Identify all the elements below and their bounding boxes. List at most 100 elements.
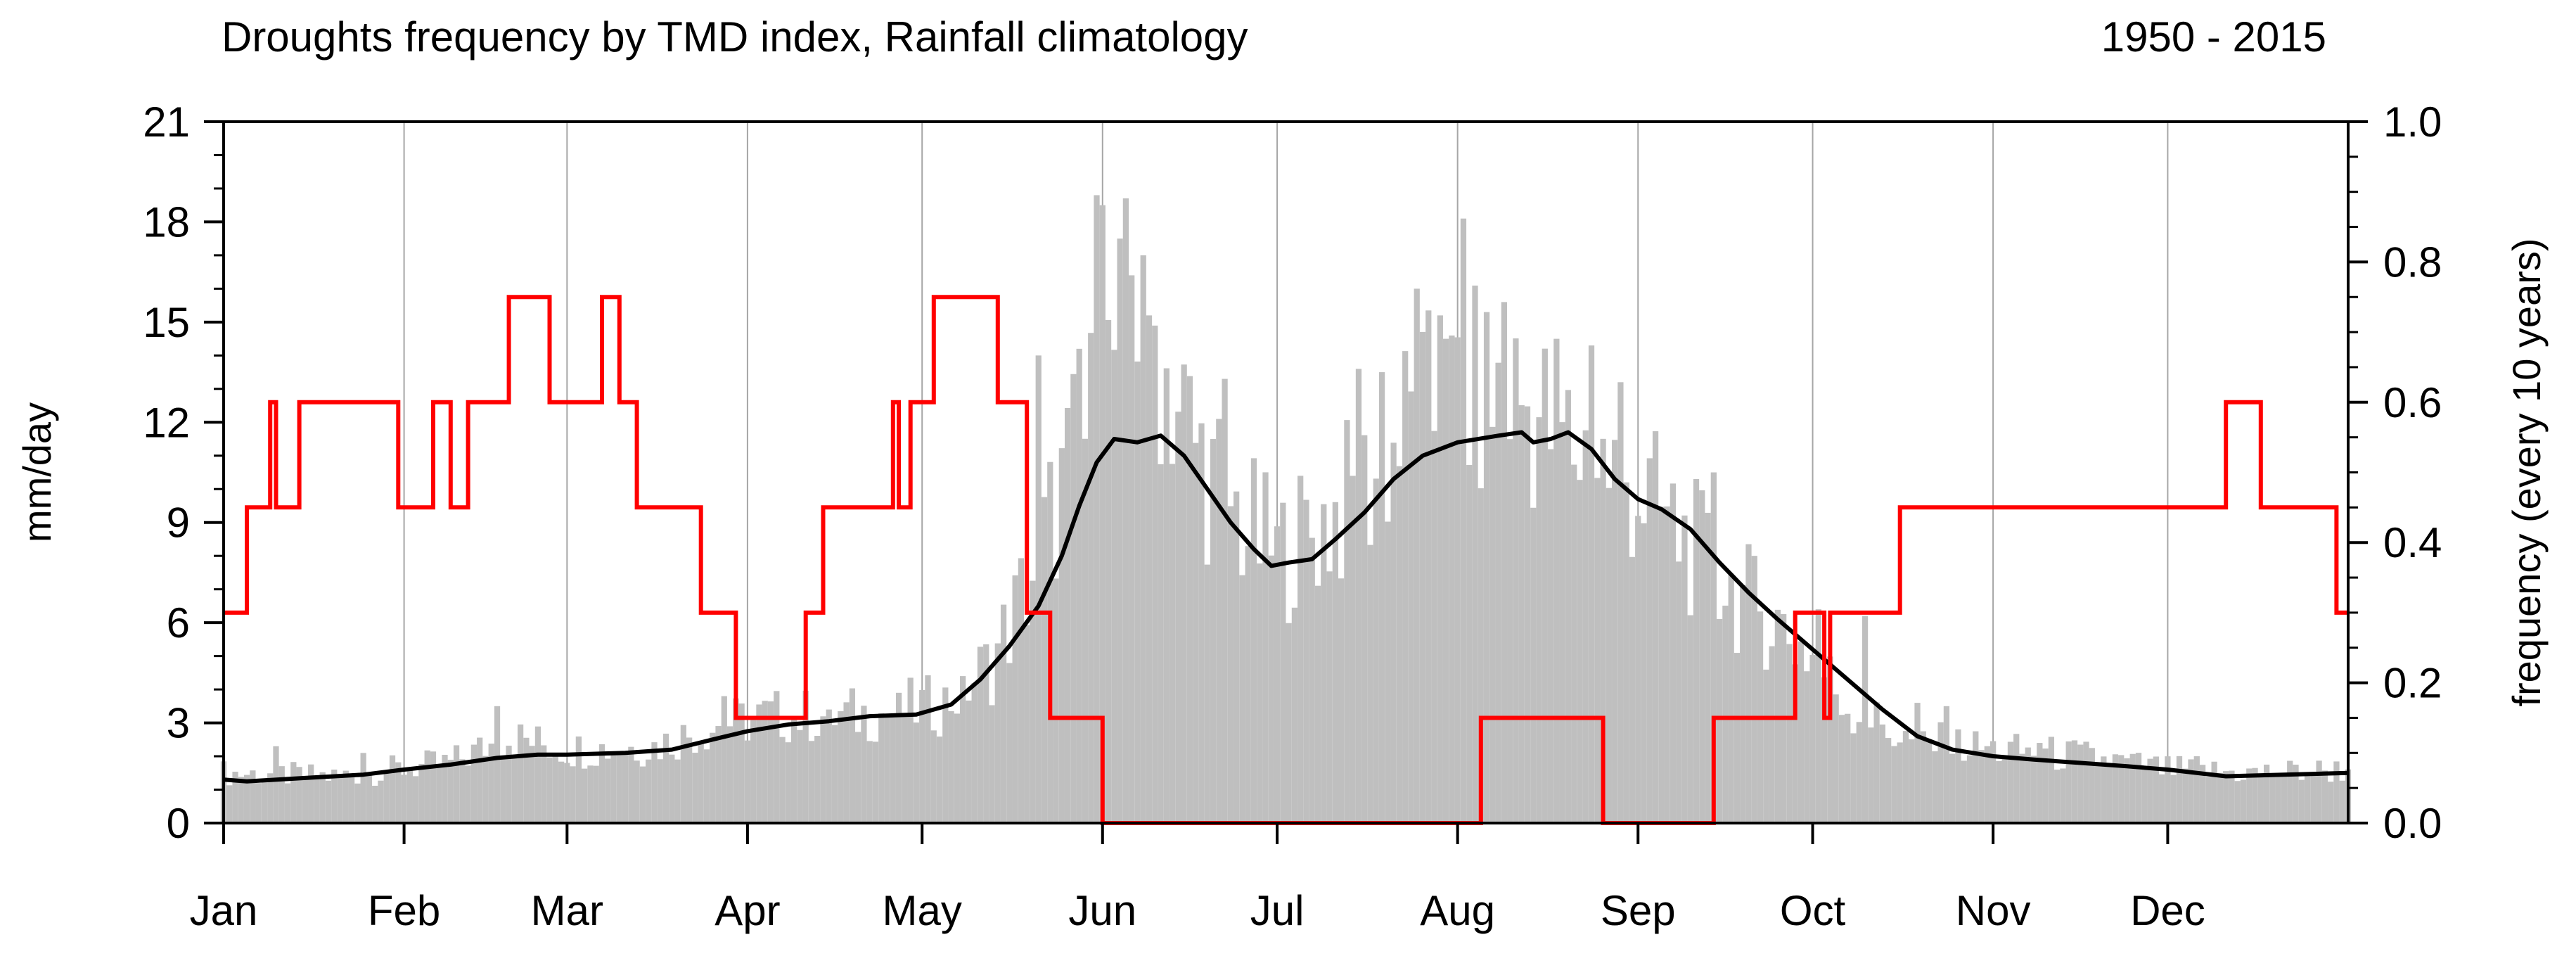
rainfall-bar — [1932, 751, 1938, 823]
rainfall-bar — [1559, 422, 1565, 823]
rainfall-bar — [1629, 556, 1636, 823]
rainfall-bar — [1245, 546, 1251, 823]
rainfall-bar — [820, 716, 826, 823]
rainfall-bar — [1623, 482, 1629, 823]
rainfall-bar — [1996, 760, 2002, 823]
month-label: Oct — [1780, 887, 1846, 934]
rainfall-bar — [1414, 288, 1420, 823]
rainfall-bar — [855, 732, 861, 823]
rainfall-bar — [628, 746, 634, 823]
rainfall-bar — [1845, 713, 1851, 823]
rainfall-bar — [546, 757, 553, 823]
rainfall-bar — [1751, 556, 1757, 823]
rainfall-bar — [1821, 677, 1828, 823]
rainfall-bar — [1955, 729, 1961, 823]
rainfall-bar — [1891, 746, 1897, 823]
rainfall-bar — [413, 776, 419, 823]
rainfall-bar — [1716, 619, 1723, 823]
rainfall-bar — [954, 713, 960, 823]
rainfall-bar — [866, 741, 873, 823]
rainfall-bar — [1222, 378, 1228, 823]
rainfall-bar — [1856, 722, 1862, 823]
rainfall-bar — [564, 763, 570, 823]
rainfall-bar — [1058, 448, 1065, 823]
rainfall-bar — [1745, 544, 1752, 823]
rainfall-bar — [2205, 777, 2212, 823]
rainfall-bar — [523, 737, 530, 823]
rainfall-bar — [1111, 350, 1117, 823]
rainfall-bar — [808, 741, 815, 823]
rainfall-bar — [2246, 768, 2253, 823]
rainfall-bar — [1949, 753, 1956, 823]
month-label: Sep — [1601, 887, 1676, 934]
rainfall-bar — [907, 677, 914, 823]
rainfall-bar — [698, 741, 704, 823]
left-tick-label: 3 — [167, 700, 190, 747]
rainfall-bar — [872, 741, 879, 823]
rainfall-bar — [1670, 483, 1677, 823]
rainfall-bar — [1041, 497, 1048, 823]
rainfall-bar — [966, 700, 972, 823]
rainfall-bar — [895, 692, 902, 823]
rainfall-bar — [843, 702, 850, 823]
rainfall-bar — [2118, 755, 2125, 823]
rainfall-bar — [1257, 563, 1263, 823]
rainfall-bar — [1920, 731, 1926, 823]
rainfall-bar — [1809, 654, 1816, 823]
rainfall-bar — [1804, 671, 1810, 823]
rainfall-bar — [1885, 738, 1892, 823]
rainfall-bar — [1786, 644, 1793, 823]
rainfall-bar — [1861, 616, 1869, 823]
rainfall-bar — [1966, 755, 1973, 823]
rainfall-bar — [1233, 491, 1240, 823]
rainfall-bar — [971, 683, 978, 823]
rainfall-bar — [238, 777, 244, 823]
rainfall-bar — [1314, 585, 1321, 823]
rainfall-bar — [372, 785, 378, 823]
rainfall-bar — [319, 772, 326, 823]
rainfall-bar — [2065, 741, 2072, 823]
rainfall-bar — [1501, 302, 1507, 823]
rainfall-bar — [2182, 768, 2189, 823]
rainfall-bar — [1943, 706, 1950, 823]
rainfall-bar — [541, 745, 547, 823]
rainfall-bar — [1134, 361, 1141, 823]
rainfall-bar — [314, 777, 320, 823]
rainfall-bar — [2054, 770, 2061, 823]
rainfall-bar — [1117, 238, 1123, 823]
rainfall-bar — [1198, 423, 1205, 823]
rainfall-bar — [1571, 464, 1577, 823]
left-tick-label: 9 — [167, 499, 190, 547]
rainfall-bar — [2101, 756, 2107, 823]
rainfall-bar — [2188, 759, 2194, 823]
month-label: Feb — [368, 887, 440, 934]
rainfall-bar — [622, 753, 629, 823]
rainfall-bar — [378, 780, 384, 823]
rainfall-bar — [290, 762, 297, 823]
rainfall-bar — [1769, 646, 1775, 823]
rainfall-bar — [1326, 571, 1333, 823]
rainfall-bar — [2217, 772, 2224, 823]
rainfall-bar — [2129, 753, 2136, 823]
rainfall-bar — [1053, 578, 1059, 823]
rainfall-bar — [1495, 362, 1501, 823]
left-tick-label: 15 — [143, 299, 190, 346]
rainfall-bar — [278, 766, 285, 823]
rainfall-bar — [1425, 310, 1432, 823]
rainfall-bar — [1361, 435, 1368, 823]
rainfall-bar — [447, 760, 454, 823]
rainfall-bar — [442, 755, 448, 823]
rainfall-bar — [308, 764, 314, 823]
rainfall-bar — [1099, 205, 1106, 823]
rainfall-bar — [2106, 767, 2113, 823]
rainfall-bar — [2310, 774, 2317, 823]
rainfall-bar — [1204, 564, 1210, 823]
rainfall-bar — [1006, 663, 1013, 823]
rainfall-bar — [1873, 702, 1880, 823]
month-label: Nov — [1956, 887, 2031, 934]
rainfall-bar — [1274, 526, 1281, 823]
month-label: Dec — [2130, 887, 2205, 934]
rainfall-bar — [1338, 578, 1345, 823]
rainfall-bar — [470, 744, 478, 823]
